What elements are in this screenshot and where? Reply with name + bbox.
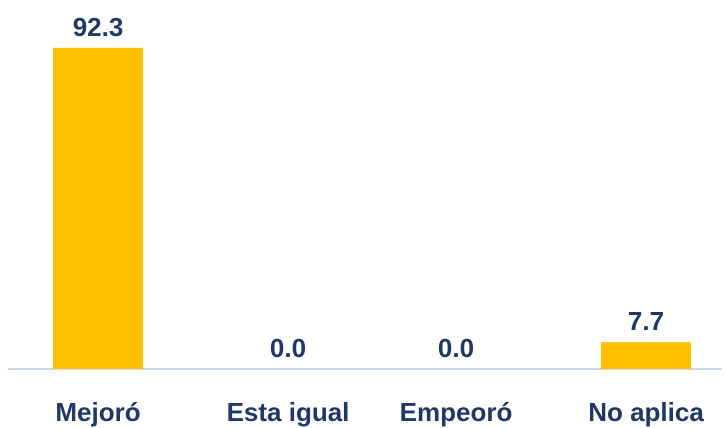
value-labels-group: 92.3 0.0 0.0 7.7 <box>73 12 664 363</box>
category-label-2: Empeoró <box>400 397 513 427</box>
value-label-3: 7.7 <box>628 306 664 336</box>
category-label-1: Esta igual <box>227 397 350 427</box>
category-label-0: Mejoró <box>55 397 140 427</box>
value-label-2: 0.0 <box>438 333 474 363</box>
value-label-0: 92.3 <box>73 12 124 42</box>
bar-0 <box>53 47 143 370</box>
value-label-1: 0.0 <box>270 333 306 363</box>
category-label-3: No aplica <box>588 397 704 427</box>
bar-3 <box>601 342 691 369</box>
category-labels-group: Mejoró Esta igual Empeoró No aplica <box>55 397 704 427</box>
bars-group <box>53 47 691 370</box>
